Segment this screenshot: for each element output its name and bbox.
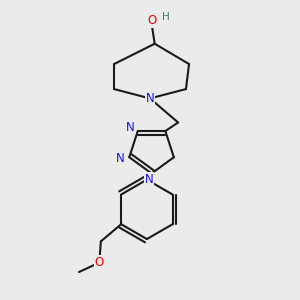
Text: H: H xyxy=(162,12,170,22)
Text: N: N xyxy=(146,92,154,105)
Text: N: N xyxy=(126,122,134,134)
Text: N: N xyxy=(116,152,125,165)
Text: O: O xyxy=(147,14,156,27)
Text: O: O xyxy=(95,256,104,269)
Text: N: N xyxy=(145,173,153,186)
